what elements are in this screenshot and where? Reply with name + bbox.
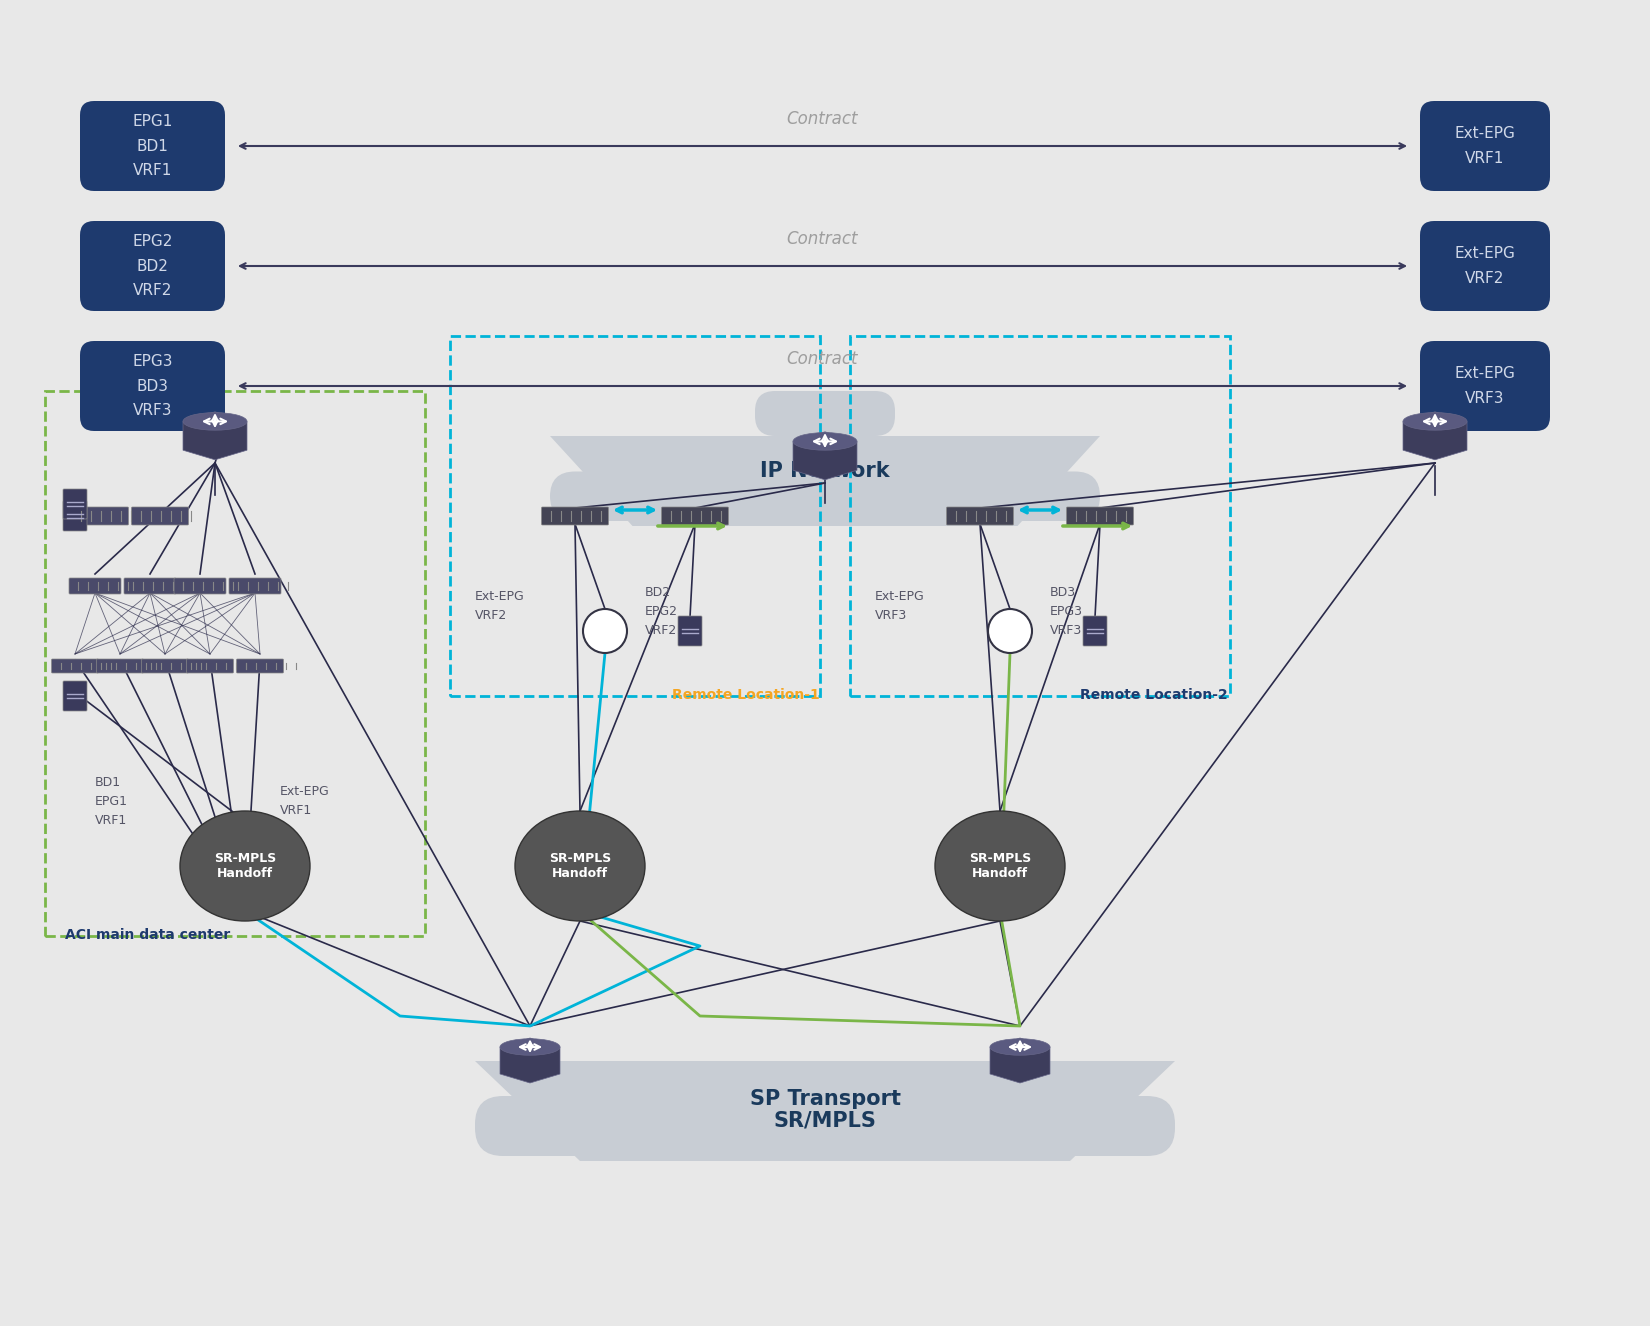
FancyBboxPatch shape (475, 1097, 1175, 1156)
FancyBboxPatch shape (1421, 101, 1549, 191)
Text: SR-MPLS
Handoff: SR-MPLS Handoff (969, 853, 1031, 880)
FancyBboxPatch shape (63, 682, 87, 711)
Text: BD3
EPG3
VRF3: BD3 EPG3 VRF3 (1049, 586, 1082, 636)
Ellipse shape (500, 1038, 559, 1055)
Text: IP Network: IP Network (761, 461, 889, 481)
FancyBboxPatch shape (79, 341, 224, 431)
FancyBboxPatch shape (186, 659, 234, 674)
Text: Ext-EPG
VRF1: Ext-EPG VRF1 (280, 785, 330, 817)
FancyBboxPatch shape (1421, 221, 1549, 312)
Ellipse shape (936, 812, 1064, 922)
Polygon shape (794, 432, 856, 480)
Text: Ext-EPG
VRF3: Ext-EPG VRF3 (1455, 366, 1515, 406)
Text: Contract: Contract (787, 229, 858, 248)
Bar (45, 391, 426, 936)
Text: ACI main data center: ACI main data center (64, 928, 231, 941)
FancyBboxPatch shape (1421, 341, 1549, 431)
Ellipse shape (990, 1038, 1049, 1055)
Text: Ext-EPG
VRF2: Ext-EPG VRF2 (1455, 247, 1515, 286)
Bar (850, 335, 1229, 696)
Text: SR/MPLS: SR/MPLS (774, 1111, 876, 1131)
FancyBboxPatch shape (549, 472, 1101, 521)
FancyBboxPatch shape (1082, 617, 1107, 646)
Ellipse shape (1402, 412, 1467, 430)
Text: EPG2
BD2
VRF2: EPG2 BD2 VRF2 (132, 233, 173, 298)
FancyBboxPatch shape (124, 578, 177, 594)
Text: SR-MPLS
Handoff: SR-MPLS Handoff (214, 853, 276, 880)
FancyBboxPatch shape (947, 507, 1013, 525)
Text: SP Transport: SP Transport (749, 1089, 901, 1109)
Text: EPG1
BD1
VRF1: EPG1 BD1 VRF1 (132, 114, 173, 178)
Text: Remote Location-1: Remote Location-1 (672, 688, 820, 701)
FancyBboxPatch shape (236, 659, 284, 674)
FancyBboxPatch shape (1066, 507, 1134, 525)
Text: Contract: Contract (787, 350, 858, 369)
Text: Contract: Contract (787, 110, 858, 129)
FancyBboxPatch shape (71, 507, 129, 525)
Text: Remote Location-2: Remote Location-2 (1081, 688, 1228, 701)
Ellipse shape (183, 412, 248, 430)
FancyBboxPatch shape (69, 578, 120, 594)
FancyBboxPatch shape (541, 507, 609, 525)
FancyBboxPatch shape (678, 617, 701, 646)
Circle shape (988, 609, 1031, 652)
Text: BD2
EPG2
VRF2: BD2 EPG2 VRF2 (645, 586, 678, 636)
Text: SR-MPLS
Handoff: SR-MPLS Handoff (549, 853, 610, 880)
Text: Ext-EPG
VRF3: Ext-EPG VRF3 (874, 590, 924, 622)
FancyBboxPatch shape (173, 578, 226, 594)
Polygon shape (475, 1061, 1175, 1162)
Ellipse shape (515, 812, 645, 922)
Ellipse shape (794, 432, 856, 451)
Text: EPG3
BD3
VRF3: EPG3 BD3 VRF3 (132, 354, 173, 418)
FancyBboxPatch shape (79, 221, 224, 312)
Text: Ext-EPG
VRF1: Ext-EPG VRF1 (1455, 126, 1515, 166)
Circle shape (582, 609, 627, 652)
Ellipse shape (180, 812, 310, 922)
Text: BD1
EPG1
VRF1: BD1 EPG1 VRF1 (96, 776, 129, 826)
FancyBboxPatch shape (51, 659, 99, 674)
Polygon shape (549, 436, 1101, 526)
Polygon shape (990, 1038, 1049, 1083)
FancyBboxPatch shape (229, 578, 280, 594)
Polygon shape (500, 1038, 559, 1083)
FancyBboxPatch shape (142, 659, 188, 674)
FancyBboxPatch shape (662, 507, 729, 525)
FancyBboxPatch shape (63, 501, 87, 530)
Polygon shape (183, 412, 248, 460)
FancyBboxPatch shape (96, 659, 144, 674)
Text: Ext-EPG
VRF2: Ext-EPG VRF2 (475, 590, 525, 622)
FancyBboxPatch shape (132, 507, 188, 525)
FancyBboxPatch shape (79, 101, 224, 191)
FancyBboxPatch shape (63, 489, 87, 518)
FancyBboxPatch shape (756, 391, 894, 436)
Bar (450, 335, 820, 696)
Polygon shape (1402, 412, 1467, 460)
